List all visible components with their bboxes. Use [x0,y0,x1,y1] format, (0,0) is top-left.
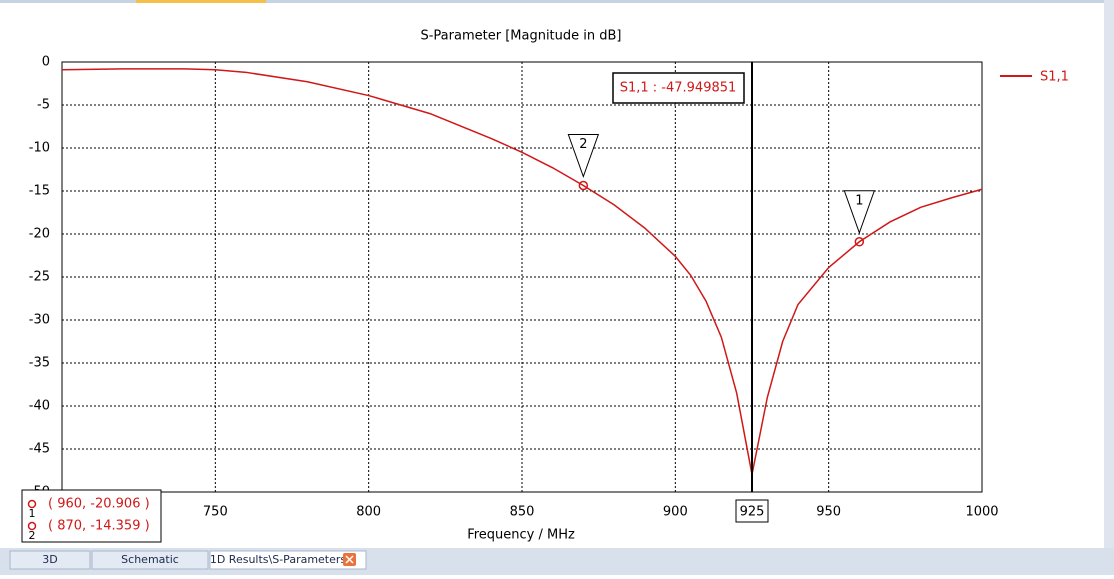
cursor-x-label: 925 [740,505,765,520]
x-tick-label: 950 [816,505,841,520]
chart-title: S-Parameter [Magnitude in dB] [420,29,621,44]
x-axis-label: Frequency / MHz [467,528,575,543]
y-tick-label: -45 [29,442,50,457]
marker-table-icon [27,521,37,531]
y-tick-label: -35 [29,356,50,371]
y-tick-label: -15 [29,184,50,199]
x-tick-label: 750 [203,505,228,520]
marker [854,237,865,247]
legend-label: S1,1 [1040,70,1069,85]
x-tick-label: 850 [510,505,535,520]
x-tick-label: 800 [356,505,381,520]
marker-table-text: ( 870, -14.359 ) [48,519,150,534]
marker [578,180,589,191]
tab[interactable] [209,550,367,570]
top-frame [0,0,1114,3]
y-tick-label: -10 [29,141,50,156]
tab-label[interactable]: 3D [42,553,57,566]
marker-flag [843,190,876,235]
y-tick-label: -40 [29,399,50,414]
series-line [61,68,983,475]
y-tick-label: -25 [29,270,50,285]
y-tick-label: 0 [42,55,50,70]
top-frame-accent [136,0,266,3]
right-frame [1104,0,1114,575]
marker-table-text: ( 960, -20.906 ) [48,497,150,512]
y-tick-label: -5 [37,98,50,113]
marker-table [21,489,162,543]
y-tick-label: -30 [29,313,50,328]
tab-label[interactable]: 1D Results\S-Parameters [210,553,347,566]
tab[interactable] [91,550,209,570]
tab-close-x [345,555,354,564]
plot-border [61,61,983,493]
marker-table-index: 1 [29,507,36,520]
tab[interactable] [9,550,91,570]
marker-table-index: 2 [29,529,36,542]
marker-flag [567,133,600,178]
x-tick-label: 900 [663,505,688,520]
cursor-readout-box [612,72,745,104]
tab-label[interactable]: Schematic [121,553,179,566]
cursor-x-box [735,499,769,523]
x-tick-label: 1000 [965,505,998,520]
cursor-readout: S1,1 : -47.949851 [620,81,737,96]
marker-flag-label: 2 [579,137,587,152]
marker-flag-label: 1 [855,193,863,208]
marker-table-icon [27,499,37,509]
y-tick-label: -20 [29,227,50,242]
